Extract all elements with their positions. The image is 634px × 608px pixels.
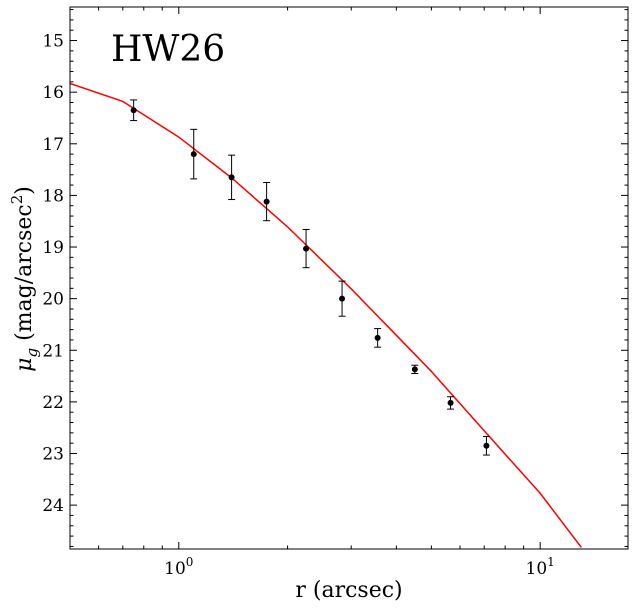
- y-tick-label: 19: [42, 238, 64, 258]
- data-point: [130, 107, 137, 114]
- y-axis-label-text: (mag/arcsec: [12, 204, 37, 348]
- y-tick-label: 16: [42, 83, 64, 103]
- data-point: [303, 245, 310, 252]
- y-tick-label: 15: [42, 32, 64, 52]
- y-axis-label-close: ): [12, 186, 37, 195]
- y-tick-label: 17: [42, 135, 64, 155]
- y-tick-label: 18: [42, 186, 64, 206]
- data-point: [483, 442, 490, 449]
- y-tick-label: 20: [42, 290, 64, 310]
- x-tick-label-exponent: 0: [186, 555, 194, 569]
- chart-annotation: HW26: [111, 29, 225, 70]
- data-point: [190, 151, 197, 158]
- model-line: [70, 82, 582, 548]
- data-point: [228, 174, 235, 181]
- x-tick-label-base: 10: [164, 559, 186, 579]
- plot-content: [70, 82, 582, 548]
- y-axis-label-superscript: 2: [8, 195, 26, 205]
- data-point: [263, 198, 270, 205]
- x-tick-label: 100: [164, 555, 193, 579]
- y-axis-label-subscript: g: [23, 348, 41, 358]
- data-point: [339, 295, 346, 302]
- data-point: [411, 366, 418, 373]
- y-axis-label-symbol: μ: [12, 358, 37, 372]
- y-tick-label: 23: [42, 445, 64, 465]
- x-tick-label-exponent: 1: [547, 555, 555, 569]
- y-tick-label: 21: [42, 341, 64, 361]
- x-axis-label: r (arcsec): [295, 578, 402, 603]
- y-axis-label: μg (mag/arcsec2): [8, 186, 41, 372]
- data-point: [374, 334, 381, 341]
- y-tick-label: 24: [42, 496, 64, 516]
- x-tick-label-base: 10: [526, 559, 548, 579]
- x-tick-label: 101: [526, 555, 555, 579]
- data-point: [447, 399, 454, 406]
- y-tick-label: 22: [42, 393, 64, 413]
